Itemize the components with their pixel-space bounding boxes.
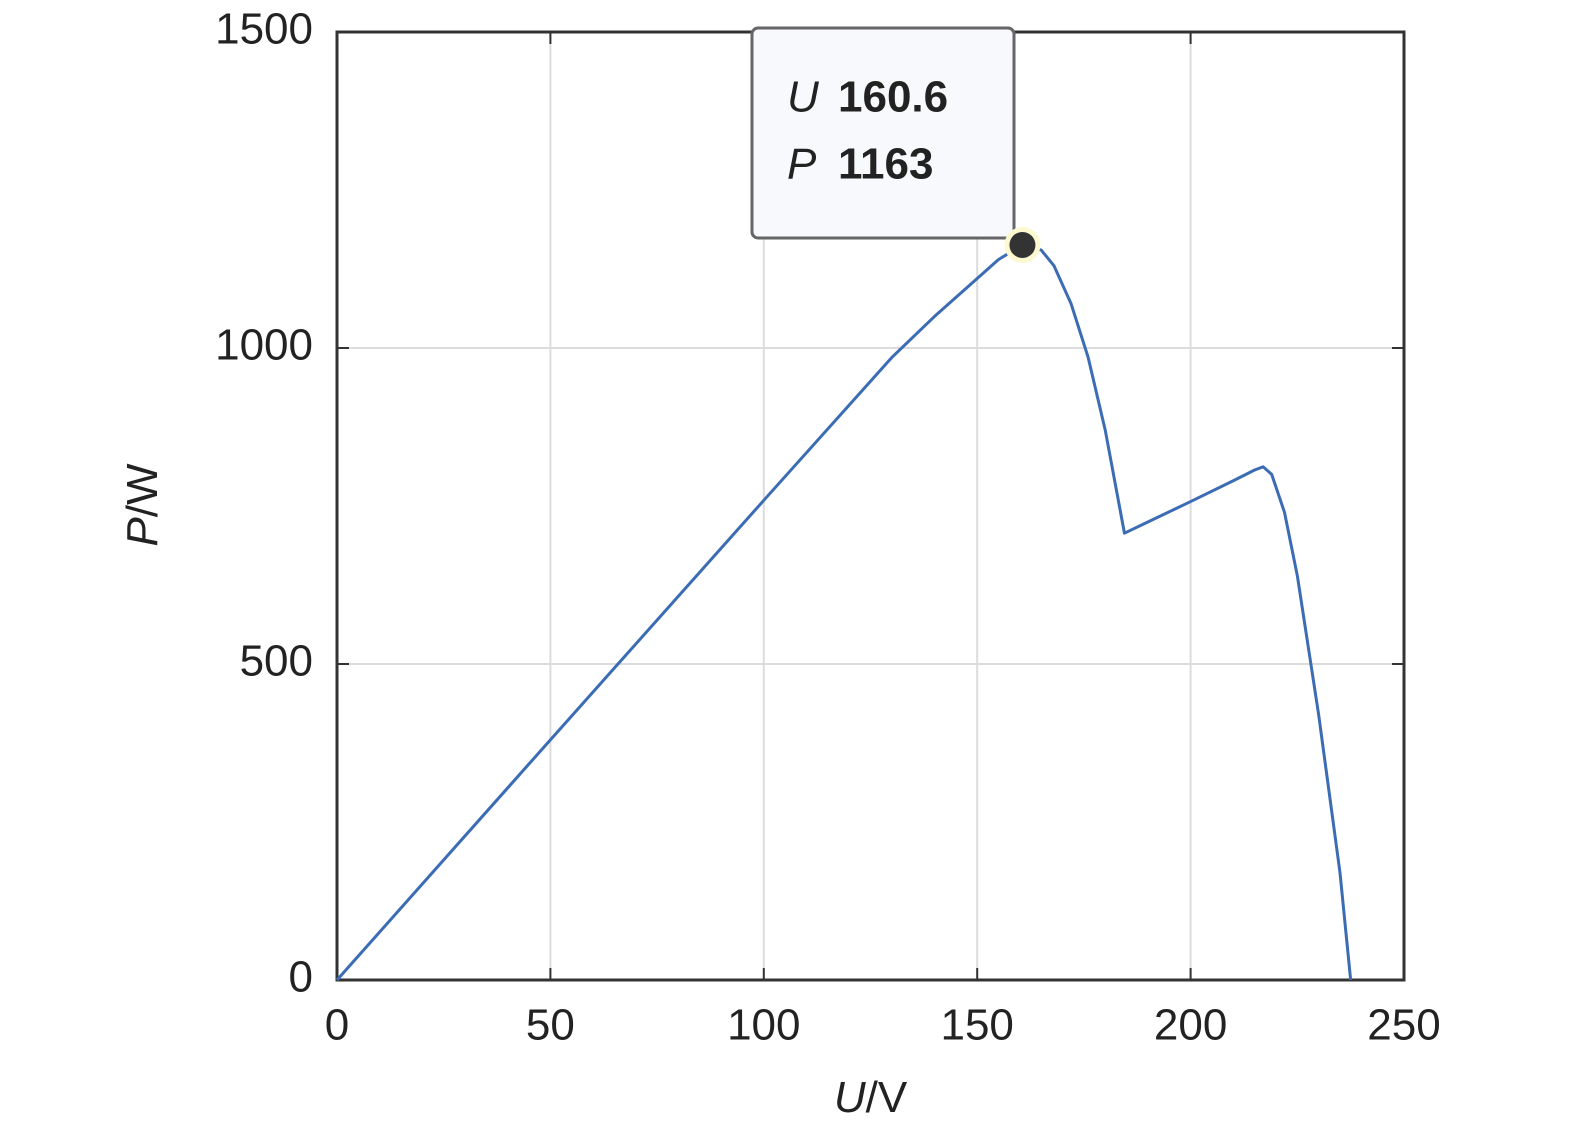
x-tick-label: 50 <box>526 1001 575 1050</box>
datatip-marker <box>1009 231 1036 258</box>
datatip-x-value: 160.6 <box>838 73 948 122</box>
datatip-box <box>750 26 1016 240</box>
datatip-y-value: 1163 <box>838 140 933 189</box>
x-tick-label: 150 <box>940 1001 1013 1050</box>
datatip-y-name: P <box>787 140 817 189</box>
y-axis-label: P/W <box>118 463 167 547</box>
x-tick-label: 250 <box>1367 1001 1440 1050</box>
y-tick-label: 0 <box>289 953 313 1002</box>
x-tick-label: 0 <box>325 1001 349 1050</box>
y-tick-label: 1000 <box>215 321 313 370</box>
datatip-x-name: U <box>787 73 819 122</box>
data-line <box>335 243 1353 981</box>
x-tick-label: 100 <box>727 1001 800 1050</box>
y-tick-label: 1500 <box>215 5 313 54</box>
y-tick-label: 500 <box>240 637 313 686</box>
x-tick-label: 200 <box>1154 1001 1227 1050</box>
x-axis-label: U/V <box>834 1073 908 1122</box>
